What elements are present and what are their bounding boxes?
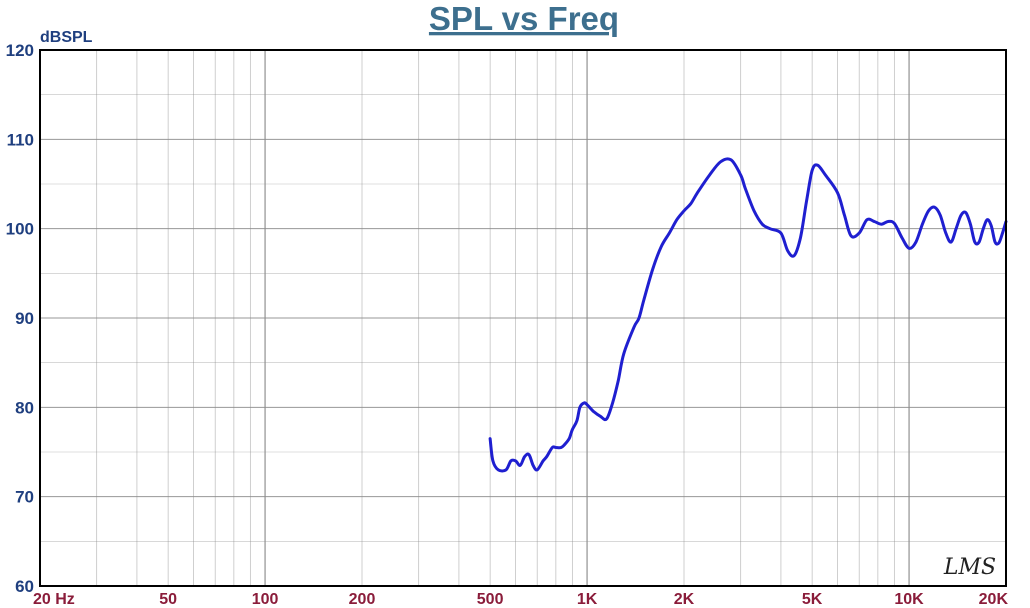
y-tick-label: 110 bbox=[7, 130, 34, 149]
x-tick-label: 50 bbox=[159, 591, 177, 608]
x-tick-label: 200 bbox=[349, 591, 376, 608]
y-tick-label: 90 bbox=[15, 309, 34, 328]
lms-watermark: LMS bbox=[943, 555, 996, 580]
grid bbox=[39, 49, 1007, 587]
x-tick-label: 20 Hz bbox=[33, 591, 75, 608]
y-tick-label: 100 bbox=[6, 220, 34, 239]
x-tick-label: 1K bbox=[577, 591, 598, 608]
y-tick-label: 120 bbox=[6, 41, 34, 60]
spl-curve bbox=[488, 157, 1008, 473]
y-tick-label: 80 bbox=[15, 398, 34, 417]
x-tick-label: 500 bbox=[477, 591, 504, 608]
x-tick-label: 5K bbox=[802, 591, 823, 608]
y-axis-label: dBSPL bbox=[40, 29, 93, 46]
chart-title: SPL vs Freq bbox=[429, 0, 619, 37]
x-tick-label: 10K bbox=[894, 591, 924, 608]
y-tick-labels: 60 70 80 90 100 110 120 bbox=[6, 41, 34, 596]
x-tick-label: 100 bbox=[252, 591, 279, 608]
x-tick-labels: 20 Hz 50 100 200 500 1K 2K 5K 10K 20K bbox=[33, 591, 1008, 608]
x-tick-label: 20K bbox=[979, 591, 1009, 608]
y-tick-label: 60 bbox=[15, 577, 34, 596]
plot-frame bbox=[39, 49, 1007, 587]
y-tick-label: 70 bbox=[15, 488, 34, 507]
x-tick-label: 2K bbox=[674, 591, 695, 608]
